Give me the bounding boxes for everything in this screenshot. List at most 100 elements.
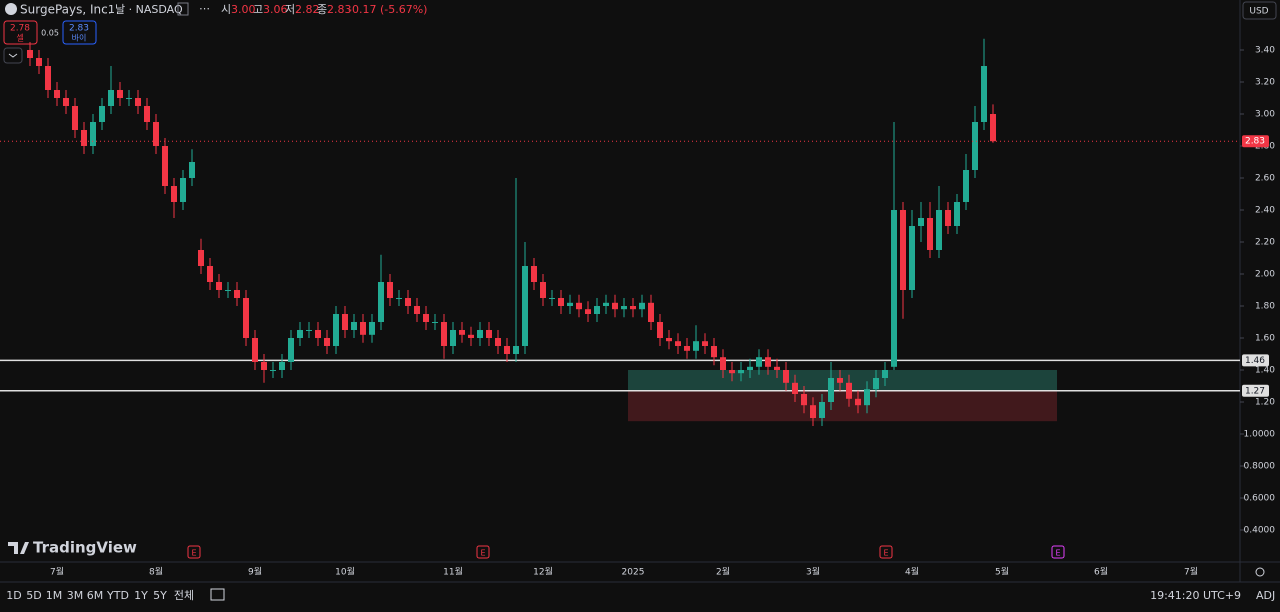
settings-icon[interactable] xyxy=(1255,567,1265,577)
x-tick-label: 6월 xyxy=(1094,566,1108,578)
price-tag xyxy=(1242,384,1269,397)
candle-body xyxy=(729,370,735,374)
spread: 0.05 xyxy=(41,29,59,38)
earnings-marker[interactable] xyxy=(187,545,201,559)
candle-body xyxy=(756,357,762,367)
candle-body xyxy=(504,346,510,354)
range-button[interactable]: 전체 xyxy=(174,589,194,602)
y-tick-label: 0.8000 xyxy=(1244,462,1276,472)
candle-body xyxy=(576,302,582,310)
y-tick-label: 0.4000 xyxy=(1244,526,1276,536)
range-button[interactable]: 3M xyxy=(67,589,84,602)
candle-body xyxy=(306,330,312,331)
symbol: SurgePays, Inc. xyxy=(20,3,112,17)
change: -0.17 (-5.67%) xyxy=(348,3,427,16)
earnings-marker[interactable] xyxy=(1051,545,1065,559)
icon[interactable] xyxy=(177,2,189,16)
last-price-tag xyxy=(1242,135,1269,148)
candle-body xyxy=(666,338,672,342)
range-button[interactable]: 5D xyxy=(26,589,41,602)
candle-body xyxy=(738,370,744,374)
candle-body xyxy=(468,334,474,338)
candle-body xyxy=(585,309,591,314)
candle-body xyxy=(684,346,690,351)
candle-body xyxy=(99,106,105,122)
candle-body xyxy=(81,130,87,146)
earnings-marker[interactable] xyxy=(476,545,490,559)
earnings-label[interactable]: E xyxy=(883,549,888,558)
candle-body xyxy=(945,210,951,226)
candle-body xyxy=(459,330,465,335)
x-tick-label: 10월 xyxy=(335,566,355,578)
range-button[interactable]: 1Y xyxy=(134,589,148,602)
candle-body xyxy=(450,330,456,346)
calendar-icon[interactable] xyxy=(210,588,225,601)
candle-body xyxy=(513,346,519,354)
candle-body xyxy=(486,330,492,338)
tv-logo: TradingView xyxy=(33,539,137,557)
candle-body xyxy=(378,282,384,322)
candle-body xyxy=(207,266,213,282)
candle-body xyxy=(171,186,177,202)
candle-body xyxy=(873,378,879,390)
candle-body xyxy=(612,302,618,310)
y-tick-label: 1.20 xyxy=(1255,398,1275,408)
buy-button[interactable] xyxy=(62,20,97,45)
sell-button[interactable] xyxy=(3,20,38,45)
range-button[interactable]: 6M xyxy=(87,589,104,602)
x-tick-label: 2025 xyxy=(622,568,645,578)
sell-label[interactable]: 셀 xyxy=(16,33,23,43)
earnings-label[interactable]: E xyxy=(1055,549,1060,558)
candle-body xyxy=(261,362,267,370)
candle-body xyxy=(288,338,294,362)
range-button[interactable]: 1D xyxy=(6,589,21,602)
candle-body xyxy=(954,202,960,226)
candle-body xyxy=(63,98,69,106)
buy-price[interactable]: 2.83 xyxy=(69,24,89,34)
price-tag-label: 1.27 xyxy=(1245,386,1265,396)
candle-body xyxy=(567,302,573,306)
candle-body xyxy=(198,250,204,266)
candle-body xyxy=(315,330,321,338)
range-button[interactable]: 1M xyxy=(46,589,63,602)
tv-logo-mark xyxy=(8,542,29,554)
currency[interactable]: USD xyxy=(1249,7,1268,17)
candle-body xyxy=(990,114,996,142)
candle-body xyxy=(963,170,969,202)
y-tick-label: 1.60 xyxy=(1255,334,1275,344)
range-button[interactable]: 5Y xyxy=(153,589,167,602)
candle-body xyxy=(396,298,402,299)
candle-body xyxy=(531,266,537,282)
candle-body xyxy=(855,398,861,406)
candle-body xyxy=(360,322,366,335)
collapse-button[interactable] xyxy=(3,47,23,64)
earnings-label[interactable]: E xyxy=(191,549,196,558)
candle-body xyxy=(594,306,600,314)
y-tick-label: 3.00 xyxy=(1255,110,1275,120)
ohlc-label: 시 xyxy=(221,3,231,16)
candle-body xyxy=(216,282,222,290)
candle-body xyxy=(792,382,798,394)
candle-body xyxy=(891,210,897,367)
candle-body xyxy=(432,322,438,323)
adj[interactable]: ADJ xyxy=(1256,589,1275,602)
buy-label[interactable]: 바이 xyxy=(72,33,87,43)
candle-body xyxy=(540,282,546,298)
earnings-label[interactable]: E xyxy=(480,549,485,558)
candle-body xyxy=(747,366,753,370)
plot: 3.403.203.002.802.602.402.202.001.801.60… xyxy=(0,38,1276,578)
y-tick-label: 1.0000 xyxy=(1244,430,1276,440)
candle-body xyxy=(270,370,276,371)
candle-body xyxy=(252,338,258,362)
sell-price[interactable]: 2.78 xyxy=(10,24,30,34)
earnings-marker[interactable] xyxy=(879,545,893,559)
more[interactable]: ⋯ xyxy=(199,2,210,15)
ohlc-value: 2.83 xyxy=(327,3,352,16)
candle-body xyxy=(549,298,555,299)
x-tick-label: 2월 xyxy=(716,566,730,578)
candle-body xyxy=(351,322,357,330)
candle-body xyxy=(972,122,978,170)
range-button[interactable]: YTD xyxy=(106,589,129,602)
currency-box[interactable] xyxy=(1242,1,1277,20)
